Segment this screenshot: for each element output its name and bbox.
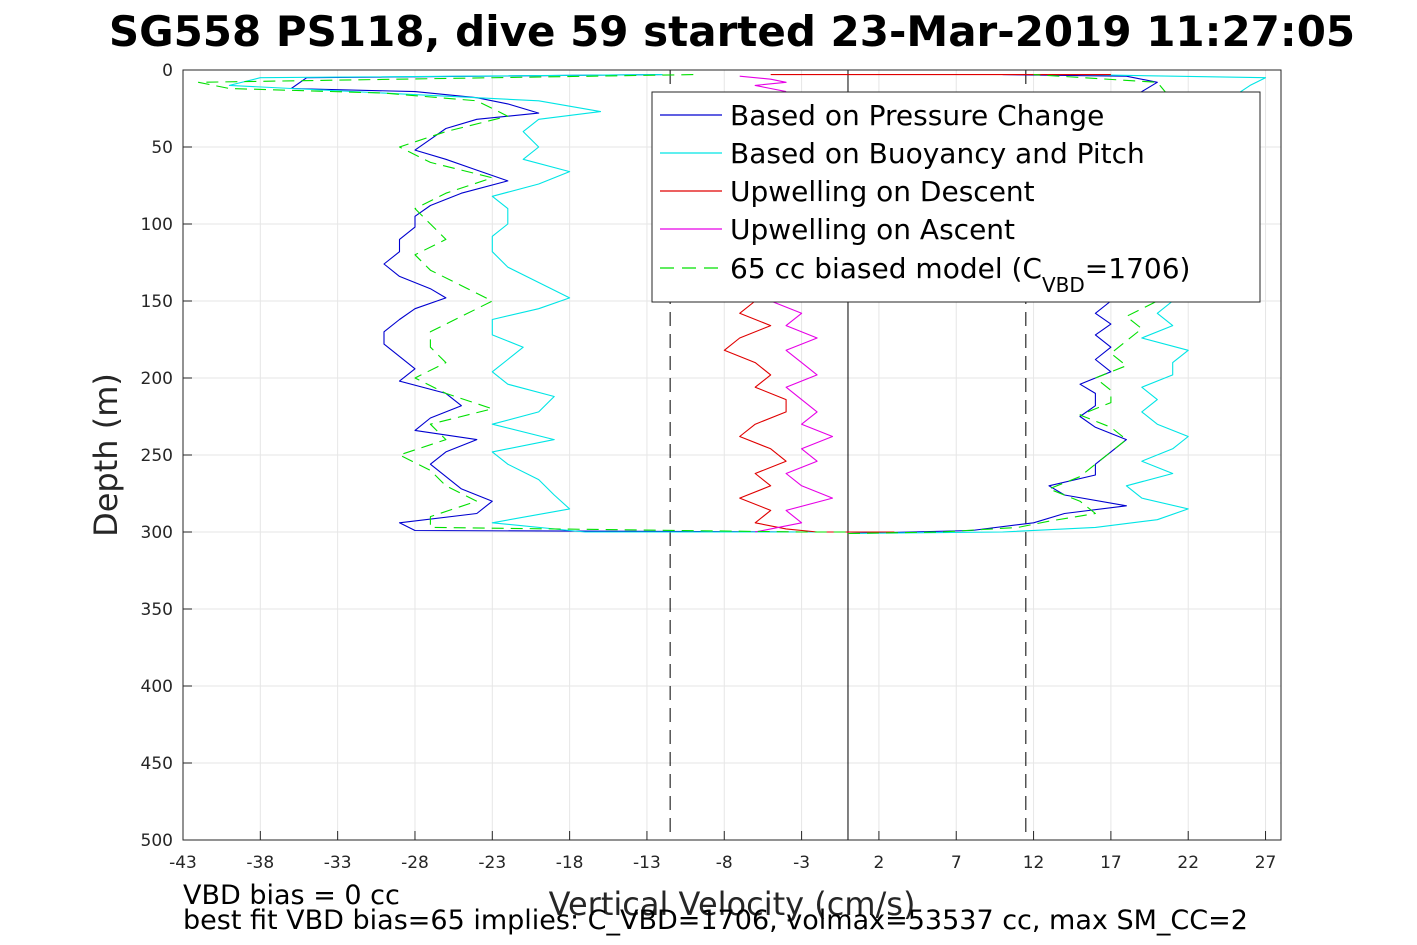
x-tick-label: 12 (1023, 853, 1045, 873)
x-tick-label: -8 (716, 853, 733, 873)
y-tick-label: 150 (141, 292, 173, 312)
y-tick-label: 450 (141, 754, 173, 774)
y-tick-label: 500 (141, 831, 173, 851)
x-tick-label: -43 (169, 853, 197, 873)
y-tick-label: 200 (141, 369, 173, 389)
x-ticks: -43 -38 -33 -28 -23 -18 -13 -8 -3 2 7 12 17 22 27 (169, 831, 1276, 873)
vbd-bias-note: VBD bias = 0 cc (183, 880, 400, 911)
y-tick-label: 400 (141, 677, 173, 697)
y-tick-label: 350 (141, 600, 173, 620)
legend: Based on Pressure Change Based on Buoyan… (651, 91, 1261, 303)
legend-box (651, 91, 1261, 303)
series-line-near-surface (739, 75, 787, 93)
legend-label-biased-model-main: 65 cc biased model (C (730, 252, 1042, 285)
series-lines (197, 74, 1267, 535)
y-ticks: 0 50 100 150 200 250 300 350 400 450 500 (141, 61, 192, 851)
x-tick-label: -28 (401, 853, 429, 873)
series-line-ascent (755, 300, 834, 533)
legend-label-pressure: Based on Pressure Change (730, 99, 1104, 132)
y-tick-label: 50 (151, 138, 173, 158)
chart-title: SG558 PS118, dive 59 started 23-Mar-2019… (109, 7, 1355, 56)
series-upwelling-on-ascent (739, 75, 834, 533)
x-axis-label: Vertical Velocity (cm/s) (549, 885, 916, 923)
legend-label-biased-model-sub: VBD (1042, 273, 1085, 297)
legend-label-upwelling-ascent: Upwelling on Ascent (730, 213, 1015, 246)
legend-label-biased-model: 65 cc biased model (CVBD=1706) (730, 252, 1190, 297)
y-tick-label: 0 (162, 61, 173, 81)
y-tick-label: 100 (141, 215, 173, 235)
y-axis-label: Depth (m) (87, 373, 125, 537)
series-line-descent (228, 74, 848, 533)
x-tick-label: -38 (246, 853, 274, 873)
x-tick-label: -13 (633, 853, 661, 873)
x-tick-label: -23 (478, 853, 506, 873)
y-tick-label: 300 (141, 523, 173, 543)
series-line-descent (197, 74, 848, 533)
x-tick-label: 7 (951, 853, 962, 873)
x-tick-label: 27 (1255, 853, 1277, 873)
series-upwelling-on-descent (723, 74, 1111, 533)
legend-label-upwelling-descent: Upwelling on Descent (730, 175, 1035, 208)
x-tick-label: -33 (324, 853, 352, 873)
legend-label-biased-model-end: =1706) (1085, 252, 1191, 285)
series-line-descent (723, 300, 895, 533)
series-line-descent (290, 74, 848, 533)
y-tick-label: 250 (141, 446, 173, 466)
x-tick-label: 17 (1100, 853, 1122, 873)
legend-label-buoyancy: Based on Buoyancy and Pitch (730, 137, 1145, 170)
x-tick-label: -18 (556, 853, 584, 873)
x-tick-label: 22 (1177, 853, 1199, 873)
best-fit-note: best fit VBD bias=65 implies: C_VBD=1706… (183, 905, 1248, 936)
x-tick-label: -3 (793, 853, 810, 873)
x-tick-label: 2 (874, 853, 885, 873)
